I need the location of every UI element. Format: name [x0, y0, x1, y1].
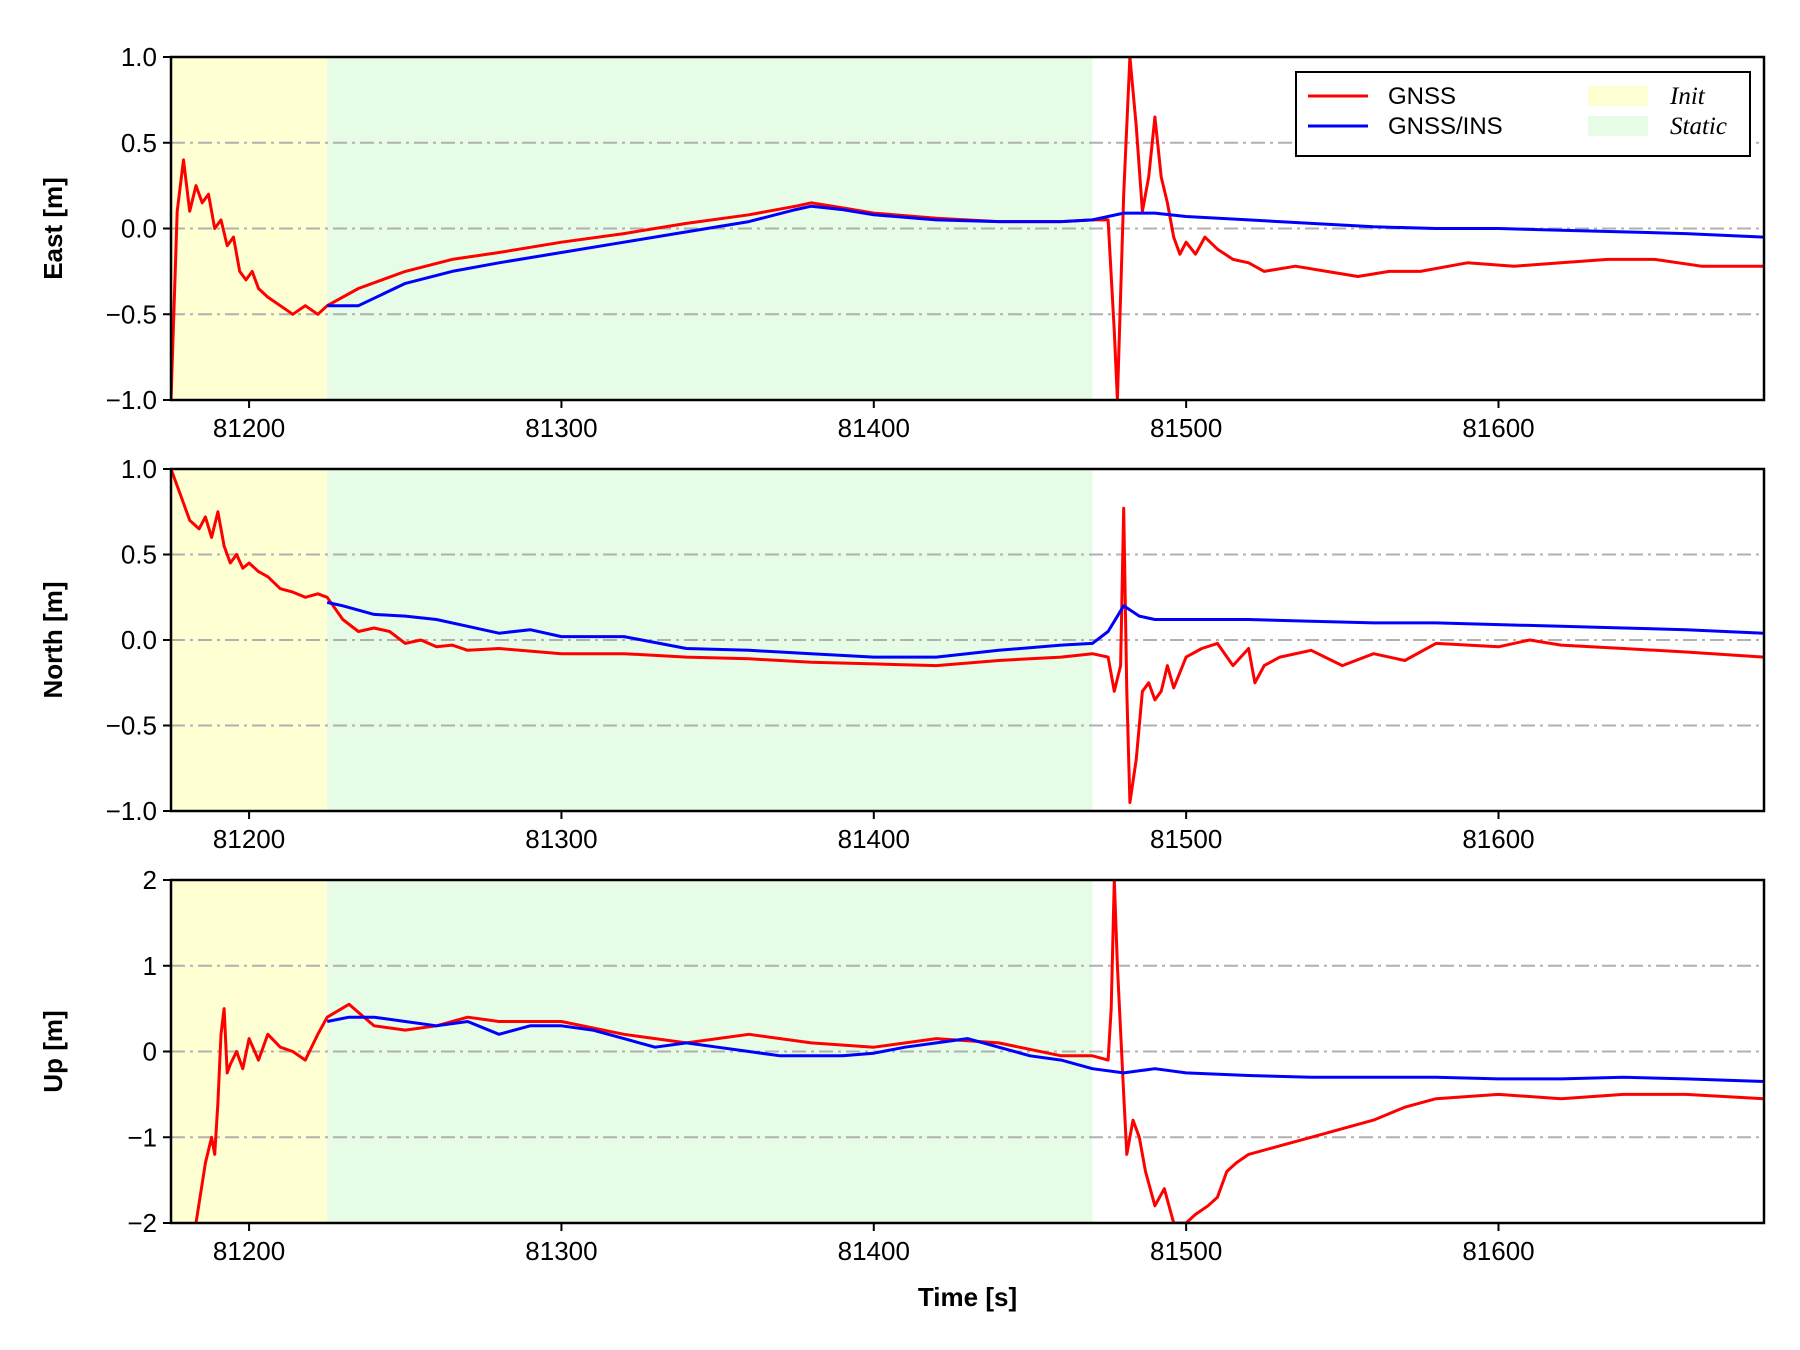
x-tick-label-up: 81200: [213, 1236, 285, 1266]
x-tick-label-north: 81200: [213, 824, 285, 854]
legend-box: [1295, 71, 1751, 157]
region-init-north: [171, 469, 328, 811]
y-tick-label-up: −2: [127, 1208, 157, 1238]
x-tick-label-up: 81500: [1150, 1236, 1222, 1266]
series-gnss-up: [194, 880, 1764, 1223]
x-tick-label-up: 81400: [838, 1236, 910, 1266]
y-tick-label-north: 0.5: [121, 540, 157, 570]
x-tick-label-east: 81500: [1150, 413, 1222, 443]
legend: GNSS GNSS/INS Init Static: [1295, 71, 1751, 157]
x-tick-label-east: 81300: [525, 413, 597, 443]
legend-swatch-static: [1588, 116, 1648, 136]
legend-swatch-init: [1588, 86, 1648, 106]
y-axis-title-north: North [m]: [38, 582, 68, 699]
subplots: −1.0 −0.5 0.0 0.5 1.0 81200 81300 81400 81500 816…: [38, 42, 1766, 1266]
series-gnss-ins-up: [326, 1015, 1764, 1083]
y-tick-label-up: 2: [143, 865, 157, 895]
legend-label-gnss-ins: GNSS/INS: [1388, 113, 1503, 140]
subplot-east: −1.0 −0.5 0.0 0.5 1.0 81200 81300 81400 81500 816…: [38, 42, 1766, 443]
y-tick-label-north: 1.0: [121, 454, 157, 484]
x-tick-label-north: 81600: [1462, 824, 1534, 854]
legend-label-static: Static: [1670, 113, 1727, 140]
y-tick-label-up: −1: [127, 1122, 157, 1152]
x-tick-label-north: 81400: [838, 824, 910, 854]
legend-label-init: Init: [1669, 83, 1706, 110]
x-tick-label-up: 81300: [525, 1236, 597, 1266]
x-tick-label-north: 81300: [525, 824, 597, 854]
y-tick-label-up: 1: [143, 951, 157, 981]
y-axis-title-east: East [m]: [38, 177, 68, 280]
x-tick-label-north: 81500: [1150, 824, 1222, 854]
region-init-up: [171, 880, 328, 1223]
x-tick-label-east: 81200: [213, 413, 285, 443]
x-tick-label-east: 81400: [838, 413, 910, 443]
y-tick-label-north: −1.0: [106, 796, 157, 826]
x-axis-title: Time [s]: [918, 1282, 1017, 1312]
legend-label-gnss: GNSS: [1388, 83, 1456, 110]
subplot-up: −2 −1 0 1 2 81200 81300 81400 81500 81600 Up [m]: [38, 865, 1766, 1266]
x-tick-label-east: 81600: [1462, 413, 1534, 443]
series-gnss-north: [171, 469, 1764, 804]
series-gnss-ins-north: [326, 600, 1764, 659]
y-tick-label-east: −0.5: [106, 299, 157, 329]
y-tick-label-east: 0.5: [121, 128, 157, 158]
y-tick-label-east: −1.0: [106, 385, 157, 415]
region-init-east: [171, 57, 328, 400]
y-tick-label-north: 0.0: [121, 625, 157, 655]
y-tick-label-east: 1.0: [121, 42, 157, 72]
y-tick-label-north: −0.5: [106, 711, 157, 741]
y-tick-label-up: 0: [143, 1037, 157, 1067]
x-tick-label-up: 81600: [1462, 1236, 1534, 1266]
y-axis-title-up: Up [m]: [38, 1010, 68, 1092]
subplot-north: −1.0 −0.5 0.0 0.5 1.0 81200 81300 81400 81500 816…: [38, 454, 1766, 854]
series-gnss-ins-east: [327, 204, 1764, 308]
y-tick-label-east: 0.0: [121, 214, 157, 244]
